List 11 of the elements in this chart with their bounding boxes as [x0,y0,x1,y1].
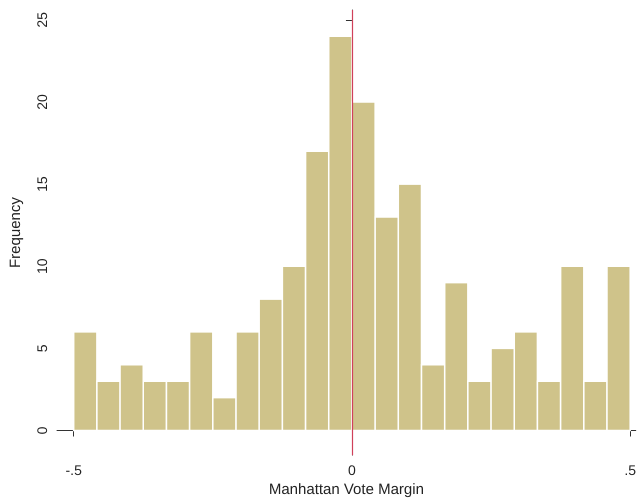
y-tick-label: 0 [34,426,50,434]
x-tick-label: 0 [348,462,356,478]
y-tick-label: 15 [34,176,50,192]
y-tick-label: 5 [34,344,50,352]
y-tick-label: 10 [34,258,50,274]
y-tick-label: 20 [34,94,50,110]
x-axis-title: Manhattan Vote Margin [268,481,424,498]
y-axis-title: Frequency [7,196,24,268]
x-tick-label: .5 [624,462,636,478]
x-tick-label: -.5 [66,462,82,478]
y-tick-label: 25 [34,12,50,28]
